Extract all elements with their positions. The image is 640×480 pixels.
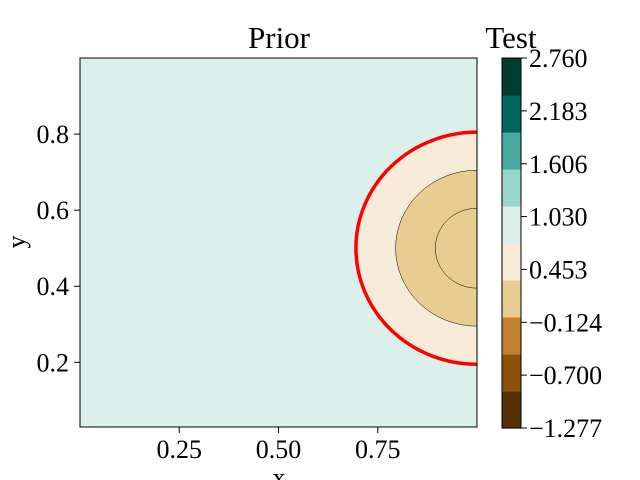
- colorbar-segment: [502, 95, 521, 133]
- contour-line-3: [435, 208, 477, 289]
- colorbar-segment: [502, 354, 521, 392]
- colorbar-tick-label: −1.277: [529, 414, 602, 443]
- colorbar-segment: [502, 280, 521, 318]
- contour-line-1: [354, 130, 477, 366]
- colorbar-segment: [502, 169, 521, 207]
- colorbar-segment: [502, 206, 521, 244]
- colorbar-tick-label: −0.124: [529, 308, 602, 337]
- y-tick-label: 0.8: [37, 120, 70, 149]
- y-tick-label: 0.6: [37, 196, 70, 225]
- colorbar-tick-label: 1.606: [529, 150, 588, 179]
- colorbar-segment: [502, 317, 521, 355]
- colorbar-segment: [502, 391, 521, 429]
- colorbar-tick-label: −0.700: [529, 361, 602, 390]
- colorbar-tick-label: 1.030: [529, 203, 588, 232]
- chart-title: Prior: [248, 20, 311, 55]
- colorbar-segment: [502, 132, 521, 170]
- colorbar-frame: [501, 57, 522, 429]
- contour-fill-3: [435, 208, 477, 289]
- colorbar-tick-label: 2.183: [529, 97, 588, 126]
- x-tick-label: 0.25: [157, 435, 203, 464]
- colorbar-segment: [502, 243, 521, 281]
- y-axis: 0.2 0.4 0.6 0.8: [37, 120, 80, 377]
- x-tick-label: 0.75: [355, 435, 401, 464]
- y-tick-label: 0.2: [37, 348, 70, 377]
- contour-layer: [354, 130, 477, 366]
- secondary-title: Test: [485, 20, 537, 55]
- x-axis-label: x: [273, 463, 286, 480]
- x-tick-label: 0.50: [256, 435, 302, 464]
- colorbar-tick-label: 2.760: [529, 44, 588, 73]
- y-tick-label: 0.4: [37, 272, 70, 301]
- colorbar: −1.277 −0.700 −0.124 0.453 1.030 1.606 2.183 2.…: [501, 44, 602, 443]
- colorbar-segment: [502, 58, 521, 96]
- x-axis: 0.25 0.50 0.75: [157, 427, 401, 464]
- colorbar-tick-label: 0.453: [529, 255, 588, 284]
- y-axis-label: y: [2, 236, 31, 249]
